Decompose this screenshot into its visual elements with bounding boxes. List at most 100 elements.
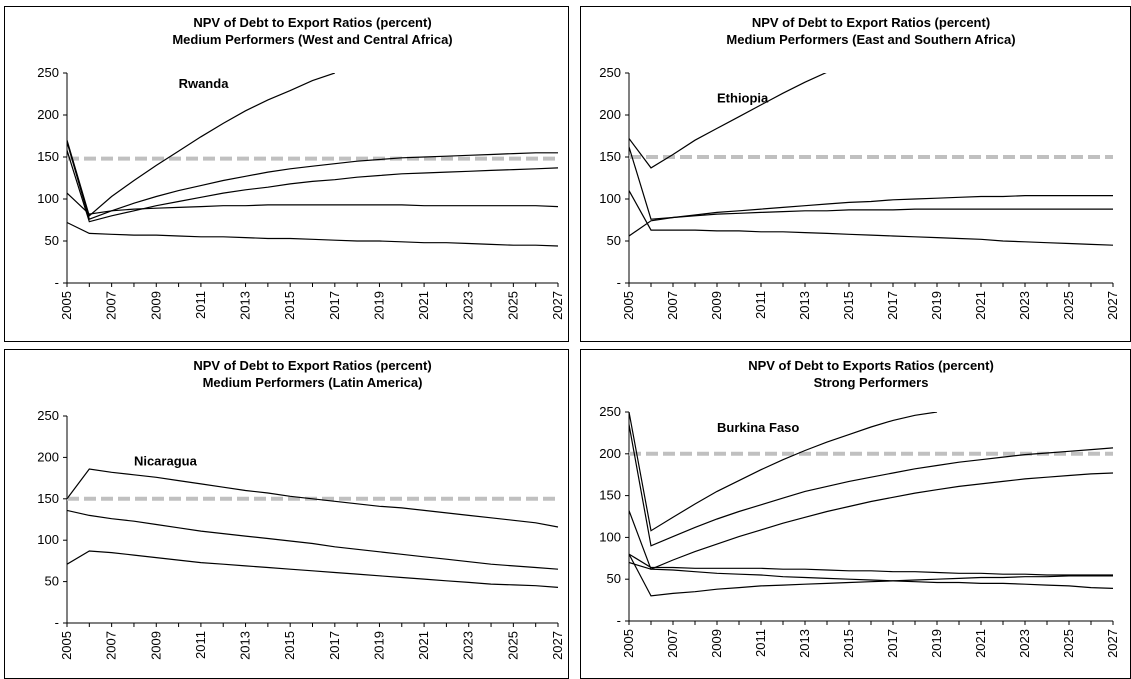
series-line-2 [629, 195, 1113, 237]
x-tick-label: 2007 [104, 631, 119, 660]
x-tick-label: 2005 [621, 291, 636, 320]
x-tick-label: 2009 [709, 291, 724, 320]
series-line-5 [629, 561, 1114, 589]
y-tick-label: 250 [37, 408, 59, 423]
y-tick-label: - [617, 613, 621, 628]
y-tick-label: 50 [45, 233, 59, 248]
y-tick-label: 200 [599, 107, 621, 122]
y-tick-label: 150 [599, 488, 621, 503]
series-line-6 [629, 553, 1113, 597]
series-line-2 [629, 424, 1114, 547]
x-tick-label: 2015 [841, 291, 856, 320]
x-tick-label: 2027 [1105, 291, 1120, 320]
y-tick-label: 250 [599, 65, 621, 80]
x-tick-label: 2017 [327, 291, 342, 320]
x-tick-label: 2017 [885, 629, 900, 658]
chart-title: NPV of Debt to Export Ratios (percent) [193, 15, 431, 30]
y-tick-label: 250 [599, 404, 621, 419]
x-tick-label: 2013 [797, 629, 812, 658]
x-tick-label: 2017 [327, 631, 342, 660]
x-tick-label: 2025 [1061, 629, 1076, 658]
chart-subtitle: Strong Performers [814, 375, 929, 390]
y-tick-label: 100 [599, 191, 621, 206]
x-tick-label: 2023 [461, 631, 476, 660]
y-tick-label: 200 [37, 449, 59, 464]
x-tick-label: 2009 [709, 629, 724, 658]
country-annotation: Nicaragua [134, 454, 198, 469]
series-line-2 [67, 509, 559, 570]
x-tick-label: 2009 [148, 291, 163, 320]
chart-subtitle: Medium Performers (East and Southern Afr… [726, 32, 1015, 47]
chart-title: NPV of Debt to Export Ratios (percent) [193, 358, 431, 373]
x-tick-label: 2007 [665, 291, 680, 320]
series-line-5 [67, 221, 559, 247]
x-tick-label: 2023 [1017, 629, 1032, 658]
x-tick-label: 2013 [797, 291, 812, 320]
x-tick-label: 2013 [238, 291, 253, 320]
line-chart: NPV of Debt to Exports Ratios (percent) S… [599, 358, 1120, 658]
line-chart: NPV of Debt to Export Ratios (percent) Me… [599, 15, 1120, 320]
x-tick-label: 2011 [753, 629, 768, 657]
country-annotation: Rwanda [179, 76, 230, 91]
y-tick-label: 100 [599, 529, 621, 544]
x-tick-label: 2021 [973, 629, 988, 658]
x-tick-label: 2021 [416, 291, 431, 320]
y-tick-label: 100 [37, 191, 59, 206]
x-tick-label: 2019 [929, 629, 944, 658]
chart-panel-east-southern-africa: NPV of Debt to Export Ratios (percent) Me… [580, 6, 1131, 342]
x-tick-label: 2025 [505, 291, 520, 320]
series-line-1 [67, 468, 559, 528]
chart-panel-west-central-africa: NPV of Debt to Export Ratios (percent) Me… [4, 6, 569, 342]
y-tick-label: 150 [599, 149, 621, 164]
y-tick-label: 200 [599, 446, 621, 461]
x-tick-label: 2009 [148, 631, 163, 660]
series-line-4 [629, 553, 1113, 576]
country-annotation: Ethiopia [717, 90, 769, 105]
chart-subtitle: Medium Performers (Latin America) [203, 375, 423, 390]
y-tick-label: 150 [37, 149, 59, 164]
x-tick-label: 2015 [282, 291, 297, 320]
y-tick-label: 100 [37, 532, 59, 547]
x-tick-label: 2011 [193, 631, 208, 659]
y-tick-label: 150 [37, 491, 59, 506]
line-chart: NPV of Debt to Export Ratios (percent) Me… [37, 358, 565, 660]
series-line-3 [629, 472, 1114, 570]
x-tick-label: 2005 [621, 629, 636, 658]
x-tick-label: 2005 [59, 631, 74, 660]
y-tick-label: - [55, 615, 59, 630]
x-tick-label: 2025 [505, 631, 520, 660]
x-tick-label: 2017 [885, 291, 900, 320]
y-tick-label: 50 [607, 571, 621, 586]
x-tick-label: 2021 [973, 291, 988, 320]
x-tick-label: 2021 [416, 631, 431, 660]
series-line-4 [67, 192, 559, 215]
x-tick-label: 2007 [665, 629, 680, 658]
x-tick-label: 2019 [371, 291, 386, 320]
series-line-3 [629, 146, 1113, 220]
x-tick-label: 2023 [461, 291, 476, 320]
y-tick-label: 50 [607, 233, 621, 248]
x-tick-label: 2007 [104, 291, 119, 320]
x-tick-label: 2027 [550, 631, 565, 660]
x-tick-label: 2015 [282, 631, 297, 660]
series-line-1 [67, 73, 335, 217]
x-tick-label: 2005 [59, 291, 74, 320]
chart-title: NPV of Debt to Exports Ratios (percent) [748, 358, 994, 373]
x-tick-label: 2011 [753, 291, 768, 319]
x-tick-label: 2015 [841, 629, 856, 658]
chart-subtitle: Medium Performers (West and Central Afri… [172, 32, 452, 47]
chart-title: NPV of Debt to Export Ratios (percent) [752, 15, 990, 30]
chart-panel-strong-performers: NPV of Debt to Exports Ratios (percent) S… [580, 349, 1131, 679]
x-tick-label: 2025 [1061, 291, 1076, 320]
series-line-2 [67, 141, 558, 220]
y-tick-label: 50 [45, 574, 59, 589]
y-tick-label: 250 [37, 65, 59, 80]
x-tick-label: 2019 [929, 291, 944, 320]
series-line-1 [629, 412, 938, 532]
x-tick-label: 2013 [238, 631, 253, 660]
y-tick-label: - [55, 275, 59, 290]
x-tick-label: 2027 [550, 291, 565, 320]
series-line-3 [67, 150, 559, 223]
series-line-4 [629, 190, 1114, 246]
country-annotation: Burkina Faso [717, 420, 799, 435]
